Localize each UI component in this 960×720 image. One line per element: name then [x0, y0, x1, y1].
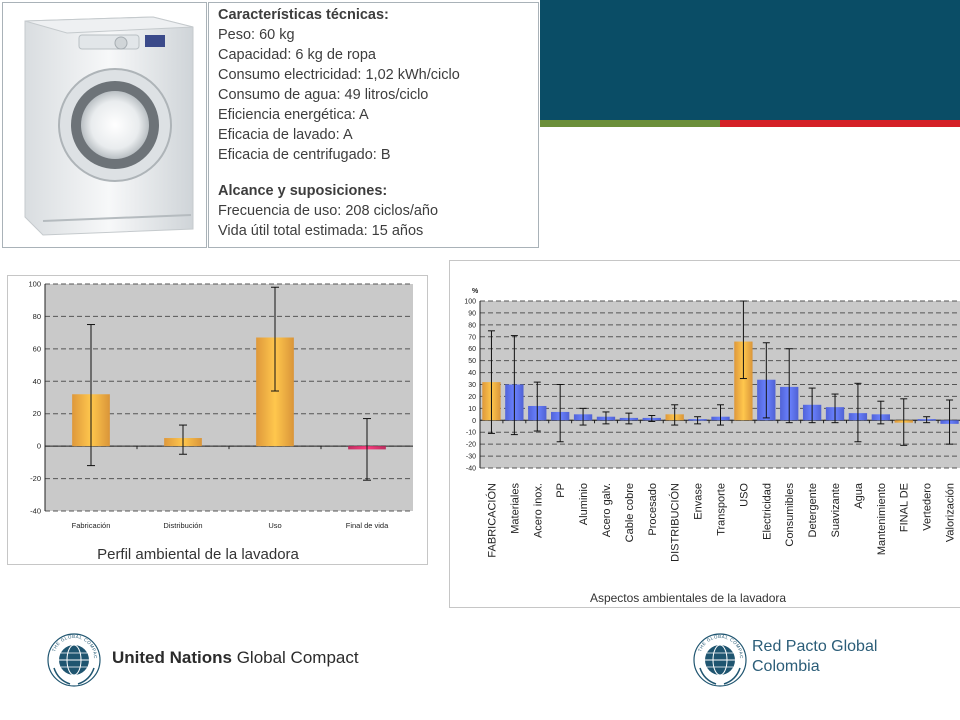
y-tick-label: 20 [33, 409, 41, 418]
x-category-label: DISTRIBUCIÓN [669, 483, 682, 562]
x-category-label: Valorización [945, 483, 957, 542]
y-tick-label: 70 [468, 334, 476, 341]
red-pacto-line1: Red Pacto Global [752, 638, 878, 655]
spec-line: Eficacia de centrifugado: B [218, 147, 391, 163]
y-tick-label: 40 [468, 370, 476, 377]
y-tick-label: 90 [468, 310, 476, 317]
un-name-bold: United Nations [112, 648, 232, 667]
y-tick-label: -20 [466, 442, 476, 449]
scope-line: Frecuencia de uso: 208 ciclos/año [218, 203, 439, 219]
y-tick-label: 0 [472, 418, 476, 425]
un-global-compact-logo: THE GLOBAL COMPACT United Nations Global… [44, 628, 366, 688]
washing-machine-photo [2, 2, 207, 248]
x-category-label: USO [738, 483, 750, 507]
x-category-label: Final de vida [346, 521, 389, 530]
un-name-light: Global Compact [236, 648, 359, 667]
scope-heading: Alcance y suposiciones: [218, 183, 388, 199]
x-category-label: Mantenimiento [876, 483, 888, 555]
y-tick-label: 60 [468, 346, 476, 353]
x-category-label: Detergente [807, 483, 819, 537]
x-category-label: Envase [693, 483, 705, 520]
spec-line: Consumo electricidad: 1,02 kWh/ciclo [218, 67, 460, 83]
spec-line: Eficacia de lavado: A [218, 127, 353, 143]
y-tick-label: 10 [468, 406, 476, 413]
un-globe-icon: THE GLOBAL COMPACT [44, 628, 101, 687]
y-tick-label: -40 [466, 466, 476, 473]
scope-line: Vida útil total estimada: 15 años [218, 223, 424, 239]
red-pacto-line2: Colombia [752, 658, 820, 675]
x-category-label: Cable cobre [624, 483, 636, 542]
specs-panel: Características técnicas: Peso: 60 kg Ca… [208, 2, 539, 248]
y-tick-label: 80 [33, 312, 41, 321]
chart-title: Perfil ambiental de la lavadora [97, 546, 299, 563]
y-tick-label: 100 [28, 280, 41, 289]
x-category-label: Materiales [509, 483, 521, 534]
y-tick-label: 20 [468, 394, 476, 401]
washing-machine-icon [24, 16, 194, 236]
chart-environmental-aspects: Aspectos ambientales de la lavadora% -40 -… [449, 260, 960, 608]
y-axis-unit: % [37, 276, 44, 278]
x-category-label: Agua [853, 482, 865, 509]
specs-heading: Características técnicas: [218, 7, 389, 23]
spec-line: Eficiencia energética: A [218, 107, 369, 123]
y-tick-label: -20 [30, 474, 41, 483]
x-category-label: Suavizante [830, 483, 842, 537]
globe-icon: THE GLOBAL COMPACT [690, 628, 747, 687]
accent-stripe-red [720, 120, 960, 127]
y-tick-label: 80 [468, 322, 476, 329]
y-tick-label: 60 [33, 344, 41, 353]
y-tick-label: -10 [466, 430, 476, 437]
y-tick-label: -30 [466, 454, 476, 461]
x-category-label: Transporte [716, 483, 728, 536]
y-tick-label: 100 [464, 299, 476, 306]
red-pacto-global-logo: THE GLOBAL COMPACT Red Pacto Global Colo… [690, 628, 952, 688]
x-category-label: Distribución [163, 521, 202, 530]
x-category-label: FABRICACIÓN [485, 483, 498, 558]
chart-environmental-aspects-svg: Aspectos ambientales de la lavadora% -40 -… [464, 288, 960, 605]
x-category-label: Acero galv. [601, 483, 613, 537]
x-category-label: Electricidad [761, 483, 773, 540]
x-category-label: Vertedero [922, 483, 934, 531]
spec-line: Peso: 60 kg [218, 27, 295, 43]
x-category-label: Uso [268, 521, 281, 530]
x-category-label: Acero inox. [532, 483, 544, 538]
spec-line: Capacidad: 6 kg de ropa [218, 47, 376, 63]
y-tick-label: 40 [33, 377, 41, 386]
y-axis-unit: % [472, 288, 479, 295]
chart-environmental-profile-svg: Perfil ambiental de la lavadora% -40 -20 0 2… [28, 271, 413, 563]
x-category-label: FINAL DE [899, 483, 911, 532]
y-tick-label: 30 [468, 382, 476, 389]
chart-environmental-profile: Perfil ambiental de la lavadora% -40 -20 0 2… [7, 271, 428, 565]
x-category-label: Aluminio [578, 483, 590, 525]
x-category-label: Fabricación [72, 521, 111, 530]
y-tick-label: 0 [37, 442, 41, 451]
chart-title: Aspectos ambientales de la lavadora [590, 591, 786, 605]
x-category-label: Consumibles [784, 483, 796, 547]
y-tick-label: -40 [30, 507, 41, 516]
accent-stripe-green [540, 120, 720, 127]
spec-line: Consumo de agua: 49 litros/ciclo [218, 87, 429, 103]
x-category-label: Procesado [647, 483, 659, 536]
x-category-label: PP [555, 483, 567, 498]
y-tick-label: 50 [468, 358, 476, 365]
un-global-compact-name: United Nations Global Compact [112, 648, 359, 668]
bar [734, 341, 753, 421]
